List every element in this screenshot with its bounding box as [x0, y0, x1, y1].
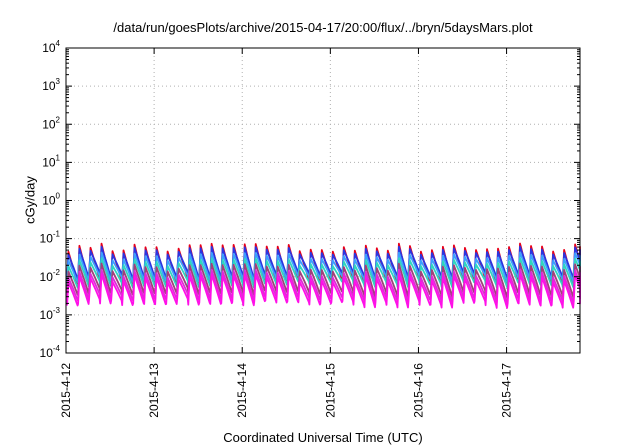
x-tick-label: 2015-4-14	[235, 363, 249, 418]
x-tick-label: 2015-4-13	[147, 363, 161, 418]
y-tick-label: 10-1	[40, 230, 61, 246]
y-tick-label: 104	[42, 39, 60, 55]
y-tick-label: 103	[42, 77, 60, 93]
series-line-7	[66, 273, 581, 309]
y-tick-label: 10-3	[40, 306, 61, 322]
series-layer	[66, 242, 581, 309]
y-tick-label: 10-4	[40, 344, 61, 360]
y-tick-label: 102	[42, 115, 60, 131]
grid-layer	[66, 48, 580, 353]
x-axis-label: Coordinated Universal Time (UTC)	[223, 430, 423, 445]
x-tick-label: 2015-4-17	[500, 363, 514, 418]
x-tick-label: 2015-4-12	[59, 363, 73, 418]
y-tick-label: 100	[42, 192, 60, 208]
x-tick-label: 2015-4-16	[411, 363, 425, 418]
chart-title: /data/run/goesPlots/archive/2015-04-17/2…	[113, 20, 533, 35]
y-tick-label: 10-2	[40, 268, 61, 284]
tick-layer: 10-4 10-3 10-2 10-1 100 101 102 103 104 2015-4-12…	[40, 39, 580, 418]
y-tick-label: 101	[42, 153, 60, 169]
x-tick-label: 2015-4-15	[323, 363, 337, 418]
